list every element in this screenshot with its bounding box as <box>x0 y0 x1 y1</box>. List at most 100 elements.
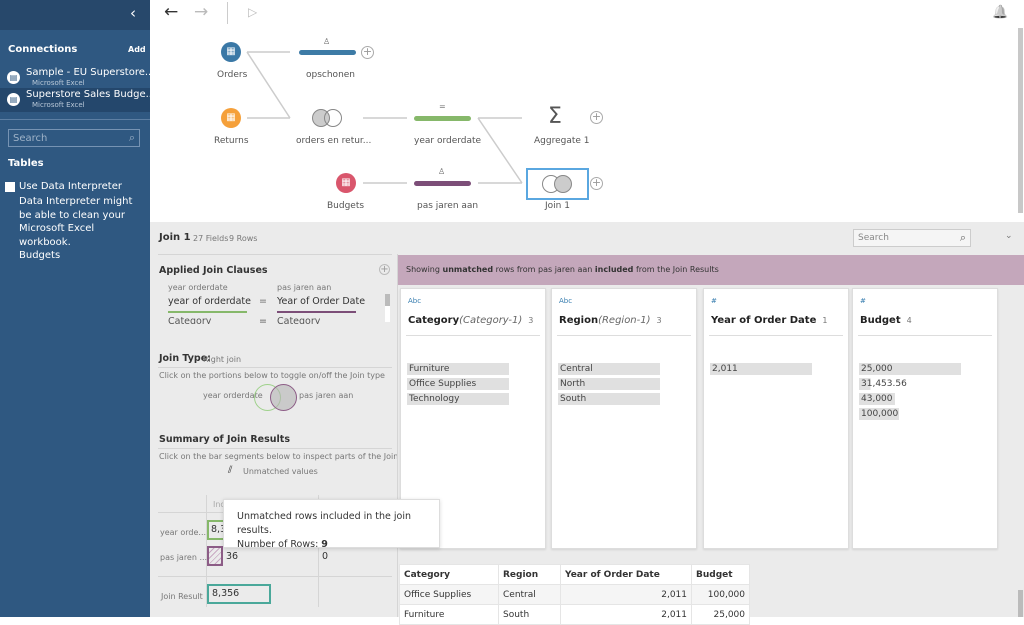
divider <box>557 335 691 336</box>
node-label: Budgets <box>327 201 365 211</box>
aggregate-sigma-icon[interactable]: Σ <box>548 104 562 129</box>
string-type-icon: Abc <box>559 297 573 305</box>
venn-right-circle[interactable] <box>270 384 297 411</box>
returns-input-node[interactable]: ▦ <box>221 108 241 128</box>
clause-operator[interactable]: = <box>259 296 267 307</box>
join-result-bar[interactable]: 8,356 <box>207 584 271 604</box>
field-count: 1 <box>822 316 828 325</box>
flow-canvas <box>246 51 523 184</box>
clause-left-field[interactable]: year of orderdate <box>168 296 251 307</box>
connection-item[interactable]: ▤ Superstore Sales Budge... Microsoft Ex… <box>0 88 155 112</box>
hatch-icon: ⫽ <box>228 465 233 476</box>
value-bar[interactable]: Technology <box>407 393 509 405</box>
divider <box>206 495 207 607</box>
field-count: 27 Fields <box>193 234 229 243</box>
right-unmatched-bar-segment[interactable] <box>207 546 223 566</box>
summary-row-label: pas jaren ... <box>160 553 208 562</box>
back-button[interactable]: ← <box>164 2 179 22</box>
node-label: year orderdate <box>414 136 482 146</box>
clause-left-field[interactable]: Category <box>168 316 212 324</box>
add-connection-button[interactable]: Add <box>128 45 146 54</box>
value-bar[interactable]: North <box>558 378 660 390</box>
cell: 25,000 <box>691 604 750 625</box>
value-bar[interactable]: 2,011 <box>710 363 812 375</box>
node-label: pas jaren aan <box>417 201 479 211</box>
profile-card[interactable]: # Year of Order Date 1 2,011 <box>703 288 849 549</box>
opschonen-clean-node[interactable] <box>299 50 356 55</box>
field-header[interactable]: Budget 4 <box>860 315 912 326</box>
column-header[interactable]: Year of Order Date <box>560 564 692 585</box>
column-header[interactable]: Budget <box>691 564 750 585</box>
notification-bell-icon[interactable]: 🔔 <box>992 5 1009 20</box>
collapse-button[interactable]: ‹ <box>130 4 136 22</box>
value-label: South <box>560 394 587 404</box>
table-row[interactable]: Office Supplies Central 2,011 100,000 <box>399 584 750 605</box>
profile-card[interactable]: Abc Region(Region-1) 3 Central North South <box>551 288 697 549</box>
field-alias: (Category-1) <box>459 315 523 326</box>
banner-bold: unmatched <box>442 265 494 274</box>
add-clause-button[interactable]: + <box>379 264 390 275</box>
join-1-node-selected[interactable] <box>526 168 589 200</box>
value-bar[interactable]: 100,000 <box>859 408 899 420</box>
orders-input-node[interactable]: ▦ <box>221 42 241 62</box>
field-name: Year of Order Date <box>711 315 817 326</box>
year-orderdate-node[interactable] <box>414 116 471 121</box>
clauses-scrollbar[interactable] <box>385 294 390 322</box>
connection-type: Microsoft Excel <box>32 101 85 109</box>
run-flow-button[interactable]: ▷ <box>248 5 258 19</box>
value-label: Office Supplies <box>409 379 477 389</box>
field-header[interactable]: Year of Order Date 1 <box>711 315 827 326</box>
data-interpreter-checkbox[interactable] <box>5 182 15 192</box>
budgets-input-node[interactable]: ▦ <box>336 173 356 193</box>
pas-jaren-aan-node[interactable] <box>414 181 471 186</box>
number-type-icon: # <box>711 297 717 305</box>
field-count: 4 <box>906 316 912 325</box>
grid-header-row: Category Region Year of Order Date Budge… <box>399 564 750 585</box>
value-label: 100,000 <box>861 409 899 419</box>
clause-operator[interactable]: = <box>259 316 267 324</box>
value-bar[interactable]: 25,000 <box>859 363 961 375</box>
file-icon: ▤ <box>7 93 20 106</box>
file-icon: ▤ <box>7 71 20 84</box>
divider <box>406 335 540 336</box>
tooltip-label: Number of Rows: <box>237 539 319 550</box>
value-bar[interactable]: 31,453.56 <box>859 378 907 390</box>
search-placeholder: Search <box>858 233 889 243</box>
table-item-budgets[interactable]: Budgets <box>19 250 61 261</box>
column-header[interactable]: Region <box>498 564 561 585</box>
value-bar[interactable]: Central <box>558 363 660 375</box>
divider <box>318 495 319 607</box>
value-bar[interactable]: Office Supplies <box>407 378 509 390</box>
cell: 100,000 <box>691 584 750 605</box>
value-bar[interactable]: Furniture <box>407 363 509 375</box>
field-search-input[interactable]: Search ⌕ <box>853 229 971 247</box>
connection-item[interactable]: ▤ Sample - EU Superstore.... Microsoft E… <box>0 66 158 90</box>
right-source-label: pas jaren aan <box>277 283 332 292</box>
value-label: 25,000 <box>861 364 893 374</box>
table-row[interactable]: Furniture South 2,011 25,000 <box>399 604 750 625</box>
column-header[interactable]: Category <box>399 564 499 585</box>
value-bar[interactable]: 43,000 <box>859 393 895 405</box>
field-header[interactable]: Region(Region-1) 3 <box>559 315 662 326</box>
row-count: 9 Rows <box>229 234 258 243</box>
canvas-scrollbar[interactable] <box>1018 28 1023 213</box>
forward-button[interactable]: → <box>194 2 209 22</box>
value-bar[interactable]: South <box>558 393 660 405</box>
add-step-button[interactable]: + <box>361 45 374 59</box>
field-header[interactable]: Category(Category-1) 3 <box>408 315 533 326</box>
chevron-down-icon[interactable]: ⌄ <box>1005 231 1013 241</box>
clause-right-field[interactable]: Category <box>277 316 321 324</box>
divider <box>158 448 392 449</box>
venn-left-label: year orderdate <box>203 391 263 400</box>
join-type-value: Right join <box>203 355 242 364</box>
profile-card[interactable]: # Budget 4 25,000 31,453.56 43,000 100,000 <box>852 288 998 549</box>
cell: Furniture <box>399 604 499 625</box>
table-search-input[interactable]: Search ⌕ <box>8 129 140 147</box>
grid-scrollbar[interactable] <box>1018 590 1023 617</box>
clause-underline <box>277 311 356 313</box>
tooltip: Unmatched rows included in the join resu… <box>223 499 440 550</box>
add-step-button[interactable]: + <box>590 110 603 124</box>
add-step-button[interactable]: + <box>590 176 603 190</box>
toolbar-divider <box>227 2 228 24</box>
clause-right-field[interactable]: Year of Order Date <box>277 296 366 307</box>
